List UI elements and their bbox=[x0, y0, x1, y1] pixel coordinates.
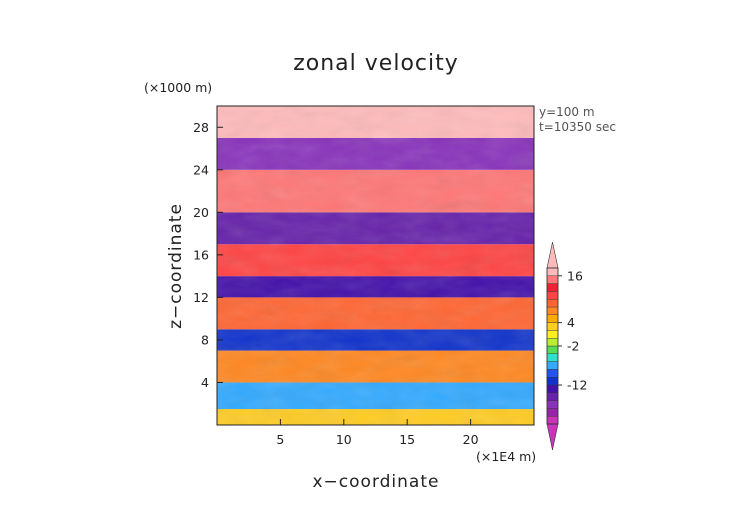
colorbar-label: 4 bbox=[567, 315, 575, 330]
y-tick-label: 20 bbox=[193, 205, 209, 220]
colorbar-segment bbox=[546, 299, 559, 308]
y-axis-label: z−coordinate bbox=[166, 203, 186, 329]
chart-title: zonal velocity bbox=[293, 51, 459, 76]
x-axis-ticks: 5 10 15 20 bbox=[276, 419, 479, 447]
colorbar-segment bbox=[546, 384, 559, 394]
colorbar-segment bbox=[546, 275, 559, 284]
x-tick-label: 15 bbox=[399, 432, 415, 447]
y-tick-label: 28 bbox=[193, 120, 209, 135]
y-tick-label: 4 bbox=[201, 375, 209, 390]
colorbar-segment bbox=[546, 361, 559, 370]
y-tick-label: 12 bbox=[193, 290, 209, 305]
plot-area bbox=[216, 105, 535, 426]
colorbar-segment bbox=[546, 400, 559, 409]
colorbar-segment bbox=[546, 283, 559, 292]
annotation-y: y=100 m bbox=[539, 105, 595, 119]
annotation-time: t=10350 sec bbox=[539, 120, 616, 134]
x-axis-label: x−coordinate bbox=[313, 472, 440, 492]
colorbar-segment bbox=[546, 267, 559, 277]
y-tick-label: 8 bbox=[201, 332, 209, 347]
colorbar: 16 4 -2 -12 bbox=[546, 241, 587, 451]
colorbar-segment bbox=[546, 416, 559, 425]
colorbar-segment bbox=[546, 330, 559, 339]
colorbar-segment bbox=[546, 322, 559, 331]
colorbar-segment bbox=[546, 392, 559, 401]
colorbar-label: 16 bbox=[567, 268, 583, 283]
x-tick-label: 10 bbox=[336, 432, 352, 447]
colorbar-segment bbox=[546, 291, 559, 300]
colorbar-extend-max bbox=[546, 241, 559, 269]
y-tick-label: 24 bbox=[193, 162, 209, 177]
colorbar-segment bbox=[546, 338, 559, 347]
x-tick-label: 5 bbox=[276, 432, 284, 447]
x-tick-label: 20 bbox=[463, 432, 479, 447]
x-axis-unit: (×1E4 m) bbox=[476, 449, 536, 464]
colorbar-segment bbox=[546, 377, 559, 386]
colorbar-segment bbox=[546, 353, 559, 362]
plot-frame bbox=[216, 105, 535, 426]
colorbar-segment bbox=[546, 369, 559, 378]
y-axis-ticks: 4 8 12 16 20 24 28 bbox=[193, 120, 223, 390]
heatmap-texture bbox=[217, 106, 534, 425]
colorbar-segment bbox=[546, 314, 559, 323]
colorbar-label: -12 bbox=[567, 378, 587, 393]
colorbar-segment bbox=[546, 345, 559, 355]
colorbar-segment bbox=[546, 408, 559, 417]
y-axis-unit: (×1000 m) bbox=[144, 80, 212, 95]
y-tick-label: 16 bbox=[193, 247, 209, 262]
colorbar-extend-min bbox=[546, 423, 559, 451]
colorbar-label: -2 bbox=[567, 339, 579, 354]
colorbar-segment bbox=[546, 306, 559, 316]
